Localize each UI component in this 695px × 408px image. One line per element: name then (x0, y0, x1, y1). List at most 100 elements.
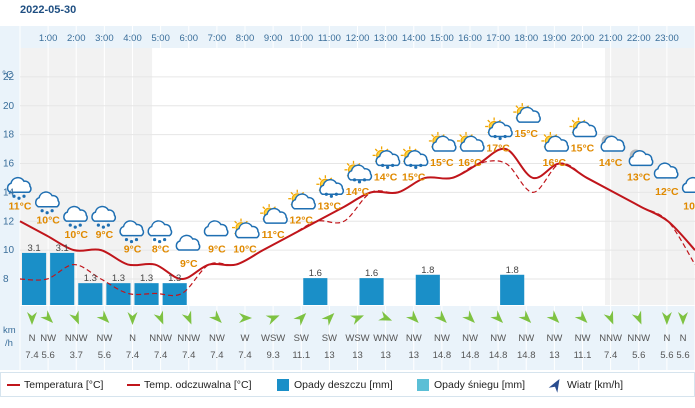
wind-direction-label: NW (209, 333, 225, 344)
wind-direction-label: WNW (373, 333, 398, 344)
sun-ray (346, 162, 350, 167)
temperature-label: 15°C (430, 157, 454, 169)
hour-tick-label: 10:00 (289, 33, 313, 44)
wind-arrow (574, 310, 588, 323)
temperature-label: 10°C (683, 200, 695, 212)
wind-arrow-shape (69, 310, 79, 325)
cloud-shape (516, 106, 541, 123)
temperature-label: 9°C (180, 258, 198, 270)
cloud-shape (234, 222, 260, 239)
rain-value-label: 1.8 (506, 265, 519, 276)
cloud-shape (544, 135, 570, 152)
hour-tick-label: 16:00 (458, 33, 482, 44)
temperature-label: 15°C (571, 143, 595, 155)
y-tick-label: 20 (3, 101, 15, 112)
hour-tick-label: 20:00 (571, 33, 595, 44)
temperature-label: 16°C (458, 157, 482, 169)
chart-labels: 8 10 12 14 16 18 20 22°C 1:00 2:00 3:00 4:00 5:00 6:0… (2, 33, 695, 361)
wind-speed-label: 5.6 (632, 350, 645, 361)
wind-arrow-shape (265, 315, 280, 325)
y-unit-label: °C (2, 70, 13, 81)
temperature-label: 14°C (346, 186, 370, 198)
wind-arrow-shape (239, 313, 252, 323)
wind-speed-label: 7.4 (182, 350, 195, 361)
cloud-shape (681, 176, 695, 194)
wind-speed-label: 7.4 (126, 350, 139, 361)
rain-drop (158, 239, 162, 244)
wind-direction-label: SW (294, 333, 309, 344)
chart-legend: Temperatura [°C] Temp. odczuwalna [°C] Opa… (0, 372, 695, 397)
temperature-label: 11°C (262, 229, 285, 241)
temperature-label: 9°C (124, 244, 142, 256)
temperature-label: 13°C (318, 200, 342, 212)
rain-drop (40, 209, 44, 213)
wind-arrow-shape (518, 310, 532, 323)
wind-speed-label: 11.1 (574, 350, 592, 361)
rain-icon (63, 205, 88, 229)
cloud-shape (403, 150, 429, 167)
wind-arrow-shape (661, 312, 672, 325)
wind-arrow-shape (378, 311, 393, 321)
wind-speed-label: 5.6 (660, 350, 673, 361)
rain-bar (22, 252, 47, 305)
wind-speed-label: 14.8 (461, 350, 480, 361)
rain-drop (106, 223, 110, 227)
hour-tick-label: 17:00 (486, 33, 510, 44)
wind-speed-label: 13 (549, 350, 560, 361)
wind-direction-label: NW (406, 333, 422, 344)
wind-speed-label: 13 (380, 350, 391, 361)
wind-arrow (265, 315, 280, 325)
cloud-icon (203, 220, 229, 237)
rain-drop (493, 134, 497, 139)
temperature-label: 14°C (374, 171, 398, 183)
wind-unit-label: /h (5, 338, 13, 349)
rain-value-label: 3.1 (56, 243, 69, 254)
rain-drop (22, 194, 26, 198)
wind-arrow (546, 310, 560, 323)
rain-drop (329, 194, 333, 198)
wind-direction-label: NNW (149, 333, 172, 344)
rain-value-label: 1.3 (168, 273, 181, 284)
rain-drop (73, 225, 77, 229)
rain-value-label: 3.1 (27, 243, 40, 254)
cloud-shape (147, 220, 173, 237)
y-tick-label: 16 (3, 159, 15, 170)
wind-speed-label: 3.7 (70, 350, 83, 361)
hour-tick-label: 1:00 (39, 33, 58, 44)
wind-direction-label: NW (490, 333, 506, 344)
rain-drop (153, 237, 157, 242)
rain-bars (22, 252, 525, 305)
rain-icon (147, 220, 173, 244)
rain-drop (163, 237, 167, 242)
legend-rain-swatch (277, 379, 289, 391)
wind-direction-label: NW (575, 333, 591, 344)
wind-speed-label: 13 (352, 350, 363, 361)
wind-speed-label: 7.4 (154, 350, 167, 361)
rain-value-label: 1.8 (421, 265, 434, 276)
cloud-shape (459, 135, 485, 152)
cloud-shape (347, 164, 373, 181)
legend-snow-swatch (417, 379, 429, 391)
sun-ray (571, 119, 575, 123)
rain-drop (409, 163, 413, 167)
rain-icon (91, 205, 117, 229)
hour-tick-label: 5:00 (151, 33, 170, 44)
rain-bar (106, 283, 131, 305)
wind-speed-label: 5.6 (676, 350, 689, 361)
cloud-shape (203, 220, 229, 237)
wind-speed-label: 14.8 (433, 350, 452, 361)
rain-bar (78, 283, 103, 305)
wind-arrow-shape (546, 310, 560, 323)
wind-direction-label: N (129, 333, 136, 344)
wind-arrow-shape (27, 312, 37, 325)
wind-speed-label: 9.3 (267, 350, 280, 361)
temperature-lines (19, 147, 695, 297)
temperature-label: 15°C (402, 171, 426, 183)
hour-tick-label: 12:00 (346, 33, 370, 44)
sun-ray (515, 105, 519, 109)
cloud-shape (487, 121, 513, 138)
y-tick-label: 22 (3, 72, 15, 83)
temperature-label: 12°C (290, 215, 314, 227)
temperature-label: 12°C (655, 186, 679, 198)
